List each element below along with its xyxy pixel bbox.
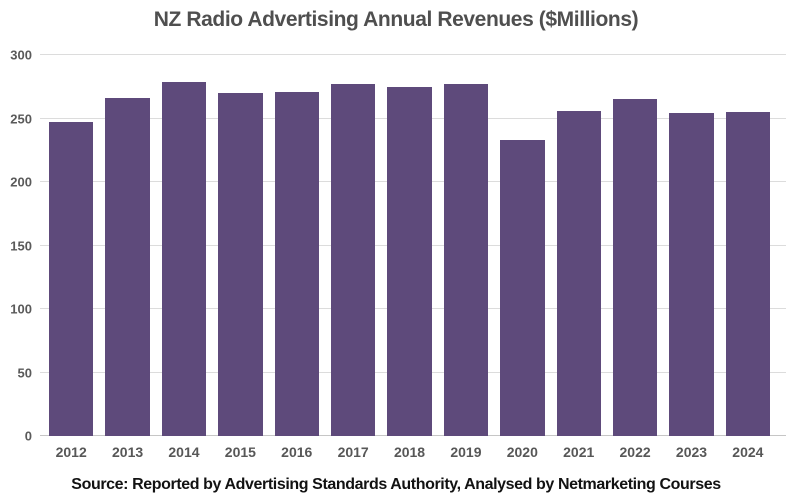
gridline-300 [40,54,786,55]
bar-cell-2018: 2018 [387,55,432,459]
bar-cell-2015: 2015 [218,55,263,459]
y-tick-200: 200 [10,174,32,190]
y-tick-100: 100 [10,301,32,317]
x-tick-2023: 2023 [675,444,708,460]
x-tick-2024: 2024 [732,444,764,460]
bar-2014 [161,81,207,436]
x-tick-2020: 2020 [506,444,538,460]
bar-2023 [669,113,714,436]
bar-cell-2017: 2017 [330,55,376,459]
x-tick-2022: 2022 [619,444,651,460]
plot-area: 2012 2013 2014 2015 2016 2017 2018 2019 2020 2021… [40,54,786,459]
x-tick-2021: 2021 [563,444,595,460]
x-tick-2015: 2015 [224,444,256,460]
y-tick-50: 50 [17,365,32,380]
bar-2022 [612,99,658,436]
x-tick-2013: 2013 [112,444,144,460]
y-tick-250: 250 [10,111,32,126]
bar-2024 [725,112,771,436]
bar-cell-2013: 2013 [105,55,150,459]
x-tick-2017: 2017 [337,444,369,460]
bar-series: 2012 2013 2014 2015 2016 2017 2018 2019 2020 2021… [40,55,779,459]
y-axis-labels: 0 50 100 150 200 250 300 [0,49,32,443]
bar-2019 [443,84,489,436]
bar-cell-2019: 2019 [443,55,489,459]
bar-2016 [274,91,319,436]
bar-2013 [105,98,150,436]
source-caption: Source: Reported by Advertising Standard… [71,476,721,493]
bar-2021 [556,110,601,436]
bar-cell-2020: 2020 [500,55,545,459]
bar-cell-2012: 2012 [49,55,94,459]
bar-cell-2021: 2021 [556,55,601,459]
bar-cell-2023: 2023 [669,55,714,459]
bar-2012 [49,122,94,436]
bar-2017 [330,84,376,436]
y-tick-0: 0 [24,428,32,444]
bar-2015 [218,93,263,436]
x-tick-2018: 2018 [393,444,426,460]
bar-2018 [387,86,432,436]
bar-cell-2022: 2022 [612,55,658,459]
x-tick-2019: 2019 [450,444,482,460]
y-tick-150: 150 [10,238,32,253]
y-tick-300: 300 [10,47,32,63]
bar-cell-2014: 2014 [161,55,207,459]
x-tick-2016: 2016 [281,444,313,460]
bar-cell-2016: 2016 [274,55,319,459]
x-tick-2014: 2014 [168,444,200,460]
bar-2020 [500,140,545,436]
bar-cell-2024: 2024 [725,55,771,459]
x-tick-2012: 2012 [55,444,87,460]
chart-title: NZ Radio Advertising Annual Revenues ($M… [153,8,639,31]
